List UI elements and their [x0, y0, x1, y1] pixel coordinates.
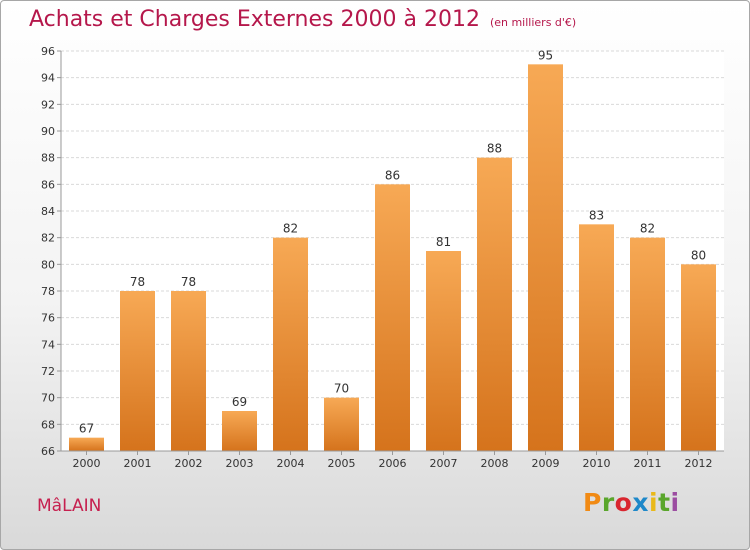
bar: [375, 184, 410, 452]
y-tick-label: 90: [41, 125, 55, 138]
x-tick-label: 2000: [73, 457, 101, 470]
bar-value-label: 82: [283, 222, 298, 236]
y-tick-label: 80: [41, 258, 55, 271]
y-tick-label: 92: [41, 98, 55, 111]
bar-value-label: 86: [385, 168, 400, 182]
x-tick-label: 2010: [583, 457, 611, 470]
bars: [69, 64, 716, 452]
y-tick-label: 78: [41, 285, 55, 298]
y-tick-label: 86: [41, 178, 55, 191]
bar: [324, 397, 359, 451]
chart-subtitle: (en milliers d'€): [489, 16, 577, 29]
bar-value-label: 67: [79, 422, 94, 436]
y-tick-label: 68: [41, 418, 55, 431]
y-tick-label: 94: [41, 72, 55, 85]
y-tick-label: 72: [41, 365, 55, 378]
x-tick-label: 2005: [328, 457, 356, 470]
y-tick-label: 74: [41, 338, 55, 351]
bar: [171, 291, 206, 451]
y-tick-label: 88: [41, 152, 55, 165]
bar-value-label: 78: [181, 275, 196, 289]
x-tick-label: 2003: [226, 457, 254, 470]
y-axis-ticks: 66 68 70 72 74 76 78 80 82 84 86 88 90 92 94 96: [41, 45, 61, 458]
y-tick-label: 70: [41, 392, 55, 405]
proxiti-logo: Proxiti: [583, 488, 680, 517]
x-tick-label: 2002: [175, 457, 203, 470]
bar: [273, 237, 308, 451]
logo-letter: i: [649, 488, 659, 517]
x-tick-label: 2008: [481, 457, 509, 470]
commune-name: MâLAIN: [37, 496, 102, 516]
logo-letter: t: [658, 488, 671, 517]
x-tick-label: 2007: [430, 457, 458, 470]
y-tick-label: 76: [41, 312, 55, 325]
x-tick-label: 2001: [124, 457, 152, 470]
logo-letter: r: [601, 488, 615, 517]
bar: [579, 224, 614, 451]
bar: [477, 157, 512, 451]
x-tick-label: 2011: [634, 457, 662, 470]
bar: [69, 437, 104, 451]
bar-value-label: 82: [640, 222, 655, 236]
bar: [120, 291, 155, 451]
y-tick-label: 82: [41, 232, 55, 245]
y-tick-label: 96: [41, 45, 55, 58]
bar-value-label: 69: [232, 395, 247, 409]
logo-letter: i: [670, 488, 680, 517]
bar: [528, 64, 563, 452]
bar-value-label: 83: [589, 208, 604, 222]
chart-title-text: Achats et Charges Externes 2000 à 2012: [29, 7, 480, 32]
bar: [222, 411, 257, 451]
bar-value-label: 95: [538, 48, 553, 62]
bar-value-label: 80: [691, 248, 706, 262]
bar: [681, 264, 716, 451]
x-tick-label: 2012: [685, 457, 713, 470]
x-tick-label: 2009: [532, 457, 560, 470]
value-labels: 67 78 78 69 82 70 86 81 88 95 83 82 80: [79, 48, 706, 435]
bar-value-label: 70: [334, 382, 349, 396]
chart-title: Achats et Charges Externes 2000 à 2012 (e…: [29, 7, 576, 32]
x-axis-ticks: 2000 2001 2002 2003 2004 2005 2006 2007 2008 2009…: [73, 451, 713, 470]
x-tick-label: 2006: [379, 457, 407, 470]
logo-letter: x: [632, 488, 649, 517]
logo-letter: P: [583, 488, 602, 517]
y-tick-label: 66: [41, 445, 55, 458]
bar: [426, 251, 461, 451]
x-tick-label: 2004: [277, 457, 305, 470]
bar: [630, 237, 665, 451]
y-tick-label: 84: [41, 205, 55, 218]
logo-letter: o: [614, 488, 633, 517]
bar-value-label: 81: [436, 235, 451, 249]
bar-value-label: 88: [487, 142, 502, 156]
bar-value-label: 78: [130, 275, 145, 289]
